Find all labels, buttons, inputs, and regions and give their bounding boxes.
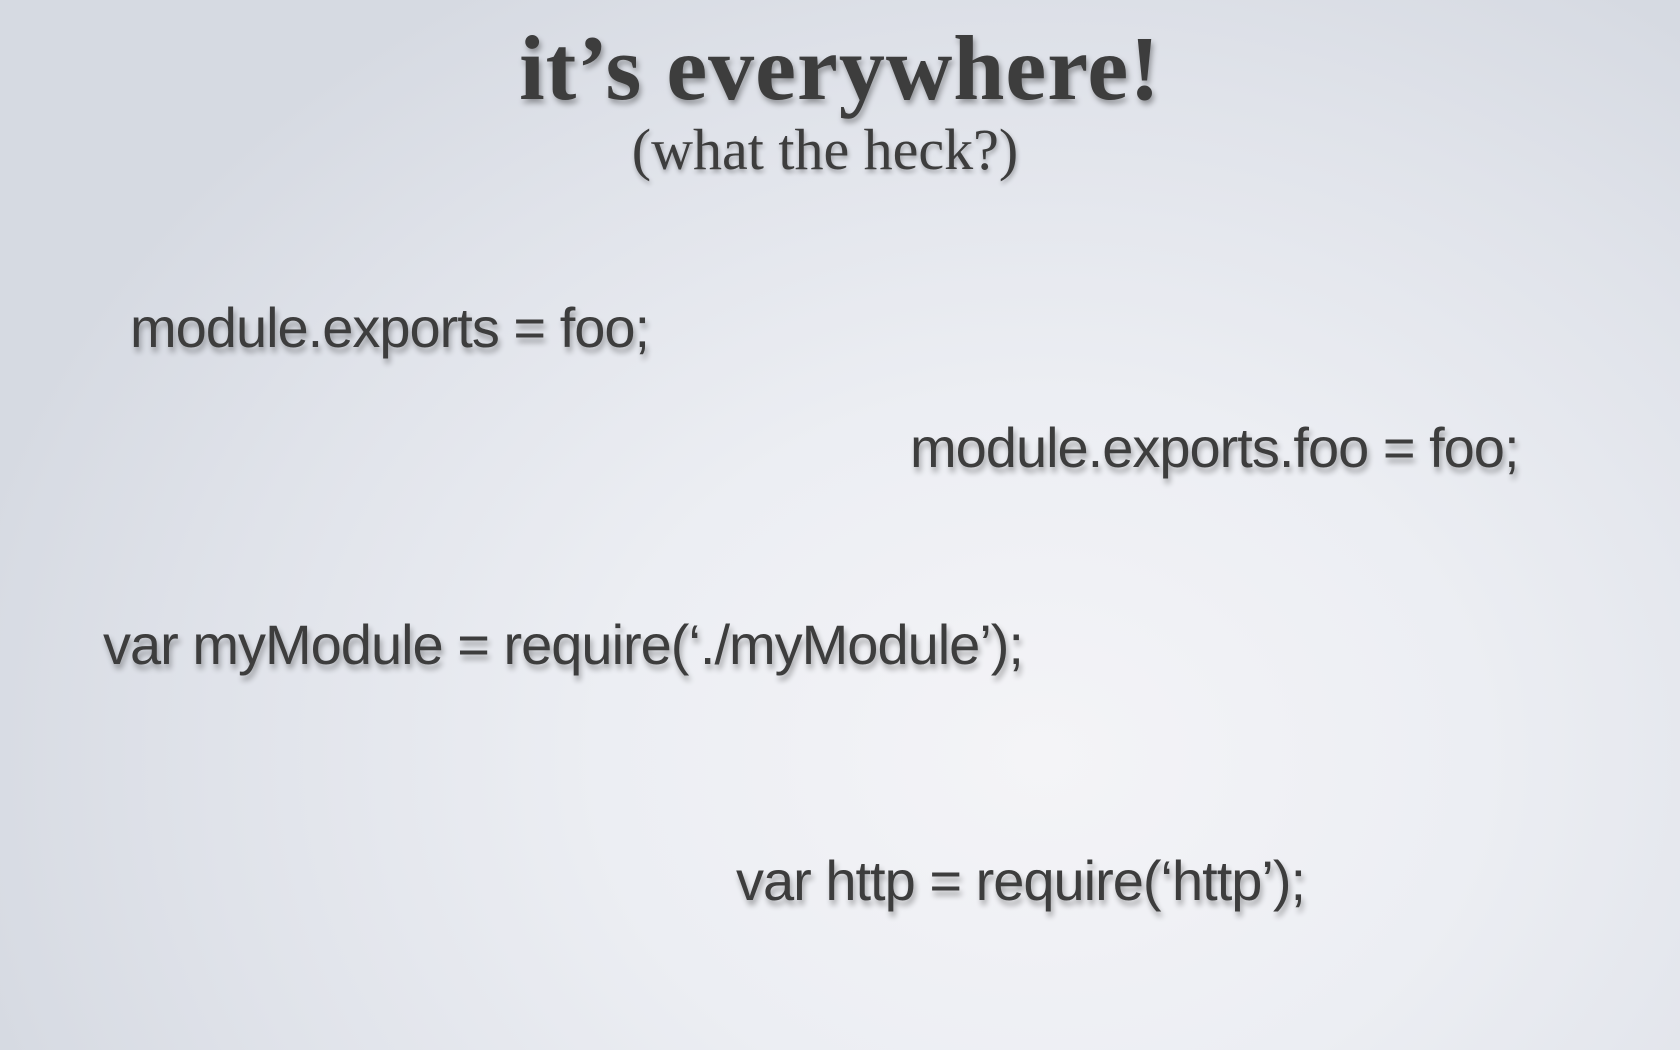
code-line-require-http: var http = require(‘http’); xyxy=(736,849,1306,912)
code-line-require-mymodule: var myModule = require(‘./myModule’); xyxy=(103,613,1024,676)
slide-title: it’s everywhere! xyxy=(519,17,1161,119)
code-line-module-exports: module.exports = foo; xyxy=(130,296,650,359)
code-line-module-exports-foo: module.exports.foo = foo; xyxy=(910,416,1519,479)
slide-subtitle: (what the heck?) xyxy=(631,117,1019,182)
